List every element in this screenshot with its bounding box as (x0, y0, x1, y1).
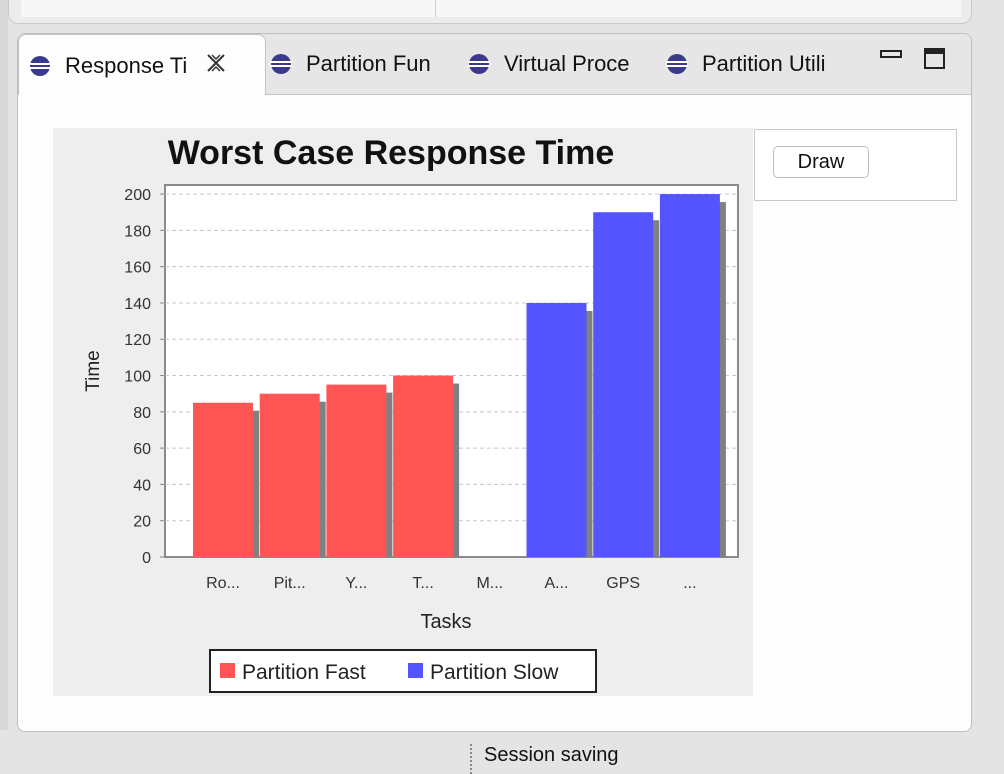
bar (393, 375, 454, 557)
x-tick-label: Y... (345, 575, 367, 592)
legend-swatch (220, 663, 235, 678)
bar (193, 402, 253, 557)
eclipse-orb-icon (270, 54, 292, 74)
upper-panel (8, 0, 972, 24)
controls-panel: Draw (754, 129, 957, 201)
x-tick-label: M... (476, 575, 503, 592)
tab-partition-fun[interactable]: Partition Fun (270, 34, 431, 94)
legend (209, 649, 597, 693)
y-tick-label: 140 (124, 296, 151, 313)
close-icon[interactable] (205, 52, 227, 80)
view-content: Worst Case Response Time 0 20 40 60 80 100 120 1… (18, 95, 971, 731)
minimize-icon[interactable] (880, 48, 902, 62)
y-tick-label: 60 (133, 441, 151, 458)
eclipse-orb-icon (468, 54, 490, 74)
upper-panel-divider[interactable] (435, 0, 436, 17)
tab-label: Virtual Proce (504, 51, 630, 76)
legend-label: Partition Fast (242, 661, 366, 684)
chart-view: Response Ti Partition Fun Virtual Proce (17, 33, 972, 732)
y-tick-label: 80 (133, 405, 151, 422)
tab-response-time[interactable]: Response Ti (18, 34, 266, 96)
bar-chart: Worst Case Response Time 0 20 40 60 80 100 120 1… (83, 134, 739, 693)
eclipse-orb-icon (666, 54, 688, 74)
x-tick-label: T... (412, 575, 433, 592)
bar (526, 302, 587, 557)
tab-label: Partition Utili (702, 51, 826, 76)
status-text: Session saving (470, 744, 619, 774)
y-tick-label: 200 (124, 187, 151, 204)
left-strip (0, 0, 8, 730)
eclipse-orb-icon (29, 55, 51, 76)
tab-bar: Response Ti Partition Fun Virtual Proce (18, 34, 971, 96)
chart-area: Worst Case Response Time 0 20 40 60 80 100 120 1… (53, 128, 753, 696)
tab-virtual-proce[interactable]: Virtual Proce (468, 34, 630, 94)
y-tick-label: 20 (133, 514, 151, 531)
y-tick-label: 40 (133, 477, 151, 494)
upper-panel-area (21, 0, 961, 17)
y-axis-label: Time (83, 350, 104, 392)
tab-label: Partition Fun (306, 51, 431, 76)
x-tick-label: GPS (606, 575, 640, 592)
bar (659, 194, 720, 557)
chart-title: Worst Case Response Time (168, 134, 615, 172)
x-axis-label: Tasks (420, 611, 471, 633)
tab-partition-utili[interactable]: Partition Utili (666, 34, 825, 94)
draw-button[interactable]: Draw (773, 146, 869, 178)
x-tick-label: ... (683, 575, 696, 592)
y-tick-label: 160 (124, 260, 151, 277)
legend-swatch (408, 663, 423, 678)
y-tick-label: 0 (142, 550, 151, 567)
maximize-icon[interactable] (924, 48, 946, 70)
y-tick-label: 180 (124, 223, 151, 240)
x-tick-label: Ro... (206, 575, 240, 592)
legend-label: Partition Slow (430, 661, 559, 684)
bar (326, 384, 387, 557)
tab-label: Response Ti (65, 52, 188, 78)
y-tick-label: 100 (124, 369, 151, 386)
y-tick-label: 120 (124, 332, 151, 349)
x-tick-label: Pit... (274, 575, 306, 592)
bar (593, 212, 654, 557)
x-tick-label: A... (544, 575, 568, 592)
bar (259, 393, 320, 557)
